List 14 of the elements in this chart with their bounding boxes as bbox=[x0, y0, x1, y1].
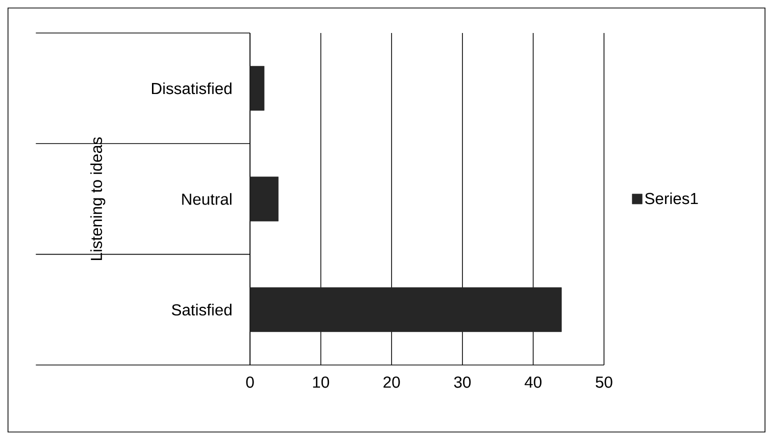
bar bbox=[250, 287, 562, 332]
x-tick-label: 20 bbox=[384, 376, 400, 388]
legend-label: Series1 bbox=[645, 192, 698, 204]
bar bbox=[250, 176, 279, 222]
x-tick-label: 40 bbox=[524, 376, 542, 388]
y-tick-label: Satisfied bbox=[172, 304, 232, 316]
y-tick-label: Neutral bbox=[182, 193, 232, 205]
x-tick-label: 0 bbox=[246, 376, 254, 388]
x-tick-label: 10 bbox=[313, 376, 330, 388]
bar bbox=[250, 66, 264, 111]
x-tick-label: 30 bbox=[454, 376, 471, 388]
x-tick-label: 50 bbox=[596, 376, 612, 388]
y-tick-label: Dissatisfied bbox=[152, 82, 232, 94]
y-axis-title: Listening to ideas bbox=[90, 137, 106, 260]
